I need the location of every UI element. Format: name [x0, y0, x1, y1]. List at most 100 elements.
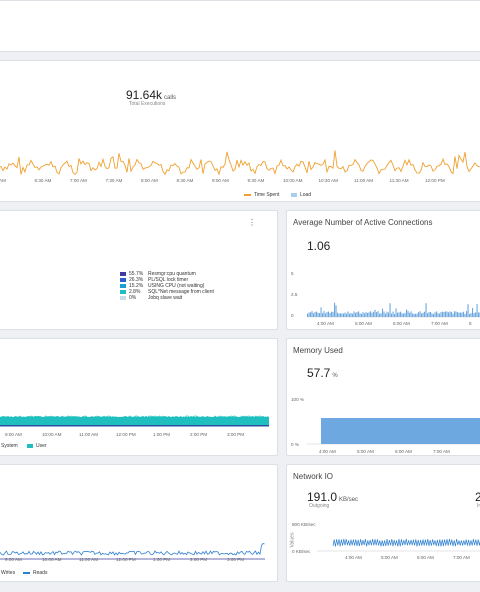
connections-bar [472, 307, 474, 317]
connections-bar [332, 311, 334, 317]
connections-bar [443, 311, 445, 317]
cpu-x-tick: 11:00 AM [79, 432, 99, 437]
connections-bar [424, 311, 426, 317]
connections-bar [376, 312, 378, 317]
connections-bar [442, 311, 444, 317]
wait-events-panel: ⋮ 55.7% Resmgr:cpu quantum 26.3% PL/SQL loc… [0, 210, 278, 330]
connections-bar [446, 311, 448, 317]
top-summary-panel [0, 0, 480, 52]
connections-bar [415, 313, 417, 317]
network-io-panel: Network IO 191.0KB/sec Outgoing 2 In Val… [286, 464, 480, 582]
connections-bar [362, 312, 364, 317]
executions-x-tick: 7:00 AM [70, 178, 87, 183]
connections-x-tick: 4:00 AM [317, 321, 334, 326]
connections-bar [331, 311, 333, 317]
connections-bar [371, 312, 373, 317]
connections-bar [314, 311, 316, 317]
connections-bar [352, 313, 354, 317]
connections-bar [341, 313, 343, 317]
legend-user[interactable]: User [27, 443, 47, 449]
disk-x-tick: 3:00 PM [227, 557, 245, 562]
executions-x-tick: 7:30 AM [105, 178, 123, 183]
connections-bar [392, 311, 394, 317]
connections-bar [373, 311, 375, 317]
connections-bar [452, 313, 454, 317]
disk-io-panel: Writes Reads 9:00 AM 10:00 AM 11:00 AM 12:0… [0, 464, 278, 582]
connections-bar [313, 313, 315, 317]
connections-value: 1.06 [307, 239, 331, 253]
wait-event-label: USING CPU (not waiting) [148, 283, 205, 289]
connections-bar [439, 313, 441, 317]
connections-bar [383, 311, 385, 317]
connections-bar [448, 312, 450, 317]
wait-event-item[interactable]: 0% Jobq slave wait [120, 295, 214, 301]
legend-time-spent[interactable]: Time Spent [244, 192, 279, 198]
connections-bar [404, 312, 406, 317]
connections-bar [434, 312, 436, 317]
wait-event-item[interactable]: 55.7% Resmgr:cpu quantum [120, 271, 214, 277]
executions-panel: 91.64k calls Total Executions Time Spent … [0, 60, 480, 202]
connections-bar [445, 311, 447, 317]
connections-bar [407, 311, 409, 317]
legend-system[interactable]: System [1, 443, 18, 449]
wait-event-item[interactable]: 26.3% PL/SQL lock timer [120, 277, 214, 283]
executions-x-tick: 8:30 AM [176, 178, 194, 183]
connections-bar [406, 309, 408, 317]
connections-chart [307, 302, 480, 318]
executions-x-tick: 10:00 AM [283, 178, 303, 183]
wait-event-pct: 2.8% [129, 289, 141, 295]
legend-reads[interactable]: Reads [23, 570, 47, 576]
connections-bar [428, 312, 430, 317]
executions-x-tick: 10:30 AM [318, 178, 338, 183]
connections-bar [338, 313, 340, 317]
memory-x-tick: 6:00 AM [395, 449, 412, 454]
legend-load[interactable]: Load [291, 192, 311, 198]
connections-bar [403, 313, 405, 317]
disk-x-tick: 12:00 PM [116, 557, 136, 562]
wait-event-pct: 55.7% [129, 271, 144, 277]
connections-bar [476, 303, 478, 317]
connections-bar [329, 313, 331, 317]
connections-bar [418, 312, 420, 317]
connections-bar [451, 311, 453, 317]
connections-bar [382, 308, 384, 317]
connections-bar [422, 312, 424, 317]
connections-bar [356, 312, 358, 317]
connections-bar [343, 313, 345, 317]
wait-event-item[interactable]: 15.2% USING CPU (not waiting) [120, 283, 214, 289]
connections-bar [334, 302, 336, 317]
network-outgoing-value: 191.0 KB/sec [307, 490, 359, 504]
connections-bar [464, 313, 466, 317]
connections-bar [467, 304, 469, 317]
legend-writes[interactable]: Writes [1, 570, 16, 576]
connections-bar [419, 311, 421, 317]
memory-unit: % [332, 373, 338, 379]
executions-x-tick: 11:00 AM [354, 178, 374, 183]
wait-event-label: SQL*Net message from client [148, 289, 214, 295]
wait-event-item[interactable]: 2.8% SQL*Net message from client [120, 289, 214, 295]
connections-bar [410, 311, 412, 317]
connections-bar [358, 311, 360, 317]
connections-bar [350, 313, 352, 317]
connections-bar [322, 313, 324, 317]
memory-y-tick: 100 % [291, 397, 305, 402]
connections-bar [470, 313, 472, 317]
time-spent-series [0, 150, 480, 176]
connections-x-tick: 6:00 AM [393, 321, 410, 326]
connections-title: Average Number of Active Connections [293, 218, 433, 227]
connections-bar [394, 313, 396, 317]
connections-bar [311, 311, 313, 317]
network-outgoing-unit: KB/sec [339, 497, 359, 503]
connections-bar [458, 312, 460, 317]
kebab-icon[interactable]: ⋮ [248, 218, 256, 227]
connections-x-tick: 8 [469, 321, 472, 326]
wait-event-label: Resmgr:cpu quantum [148, 271, 196, 277]
connections-bar [397, 312, 399, 317]
connections-bar [361, 313, 363, 317]
connections-bar [416, 313, 418, 317]
network-chart [317, 538, 480, 552]
cpu-x-tick: 10:00 AM [42, 432, 62, 437]
connections-bar [388, 312, 390, 317]
active-connections-panel: Average Number of Active Connections 1.0… [286, 210, 480, 330]
wait-events-legend: 55.7% Resmgr:cpu quantum 26.3% PL/SQL lock … [120, 271, 214, 301]
